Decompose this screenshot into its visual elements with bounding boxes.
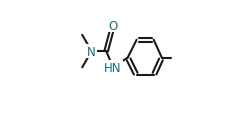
Text: HN: HN: [104, 61, 122, 74]
Text: O: O: [108, 19, 118, 32]
Text: N: N: [87, 45, 96, 58]
